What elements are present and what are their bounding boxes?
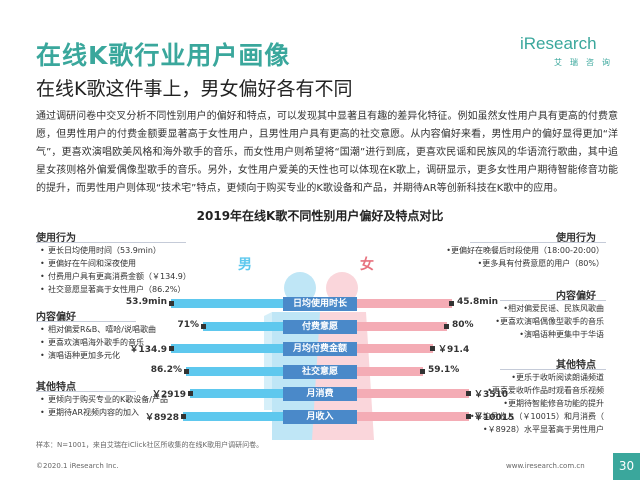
infographic-title: 2019年在线K歌不同性别用户偏好及特点对比 [196, 209, 444, 223]
right-section-divider [470, 242, 606, 243]
iresearch-logo: iResearch 艾瑞咨询 [520, 34, 616, 74]
right-bullet: ￥8928）水平显著高于男性用户 [440, 423, 604, 436]
left-bullet: 更偏好在午间和深夜使用 [40, 257, 191, 270]
left-section-usage-heading: 使用行为 [36, 233, 76, 244]
metric-label: 日均使用时长 [283, 296, 357, 311]
female-bar-end-marker [466, 391, 471, 396]
left-bullet: 更倾向于购买专业的K歌设备/产品 [40, 393, 168, 406]
right-bullet: 更乐于收听阅读朗诵频道 [440, 371, 604, 384]
left-section-content-heading: 内容偏好 [36, 312, 76, 323]
female-metric-value: ￥3510 [474, 390, 509, 400]
female-metric-bar [357, 412, 469, 421]
male-metric-value: ￥8928 [144, 413, 179, 423]
male-metric-bar [171, 299, 283, 308]
right-bullet: 更喜爱收听作品时观看音乐视频 [440, 384, 604, 397]
metric-label: 月收入 [283, 409, 357, 424]
male-bar-end-marker [169, 346, 174, 351]
left-section-divider [36, 242, 186, 243]
right-section-usage-heading: 使用行为 [556, 233, 596, 244]
male-metric-value: 53.9min [125, 297, 167, 307]
female-metric-value: 80% [452, 320, 474, 330]
female-bar-end-marker [444, 324, 449, 329]
left-bullet: 相对偏爱R&B、嘻哈/说唱歌曲 [40, 323, 156, 336]
metric-label: 社交意愿 [283, 364, 357, 379]
page-title: 在线K歌行业用户画像 [36, 41, 291, 70]
page-number: 30 [613, 453, 640, 480]
right-bullet: 更多具有付费意愿的用户（80%） [440, 257, 604, 270]
right-section-other-heading: 其他特点 [556, 360, 596, 371]
logo-sub: 艾瑞咨询 [554, 58, 618, 67]
male-metric-value: ￥2919 [151, 390, 186, 400]
male-bar-end-marker [188, 391, 193, 396]
metric-label: 月均付费金额 [283, 341, 357, 356]
male-bar-end-marker [184, 369, 189, 374]
copyright: ©2020.1 iResearch Inc. [36, 462, 119, 470]
female-metric-bar [357, 344, 433, 353]
female-metric-bar [357, 367, 423, 376]
male-metric-bar [186, 367, 283, 376]
intro-paragraph: 通过调研问卷中交叉分析不同性别用户的偏好和特点，可以发现其中显著且有趣的差异化特… [36, 111, 618, 194]
female-metric-value: ￥10015 [474, 413, 515, 423]
left-bullet: 更期待AR视频内容的加入 [40, 406, 168, 419]
male-bar-end-marker [181, 414, 186, 419]
right-bullet: 更喜欢演唱偶像型歌手的音乐 [440, 315, 604, 328]
male-metric-value: ￥134.9 [129, 345, 167, 355]
left-bullet: 社交意愿显著高于女性用户（86.2%） [40, 283, 191, 296]
right-section-content-heading: 内容偏好 [556, 291, 596, 302]
left-section-divider [36, 391, 136, 392]
male-metric-value: 71% [177, 320, 199, 330]
left-bullet: 付费用户具有更高消费金额（￥134.9） [40, 270, 191, 283]
left-section-divider [36, 321, 136, 322]
female-metric-bar [357, 322, 447, 331]
female-metric-bar [357, 299, 452, 308]
female-metric-bar [357, 389, 469, 398]
sample-note: 样本：N=1001，来自艾瑞在iClick社区所收集的在线K歌用户调研问卷。 [36, 441, 264, 449]
right-bullet: 相对偏爱民谣、民族风歌曲 [440, 302, 604, 315]
right-section-divider [500, 300, 606, 301]
female-metric-value: 45.8min [457, 297, 499, 307]
right-section-divider [500, 369, 606, 370]
male-metric-bar [190, 389, 283, 398]
left-bullet: 更长日均使用时间（53.9min） [40, 244, 191, 257]
left-bullet: 演唱语种更加多元化 [40, 349, 156, 362]
male-metric-bar [203, 322, 283, 331]
logo-brand: iResearch [520, 34, 597, 53]
website-link[interactable]: www.iresearch.com.cn [506, 462, 585, 470]
female-bar-end-marker [466, 414, 471, 419]
male-bar-end-marker [201, 324, 206, 329]
right-bullet: 更期待智能修音功能的提升 [440, 397, 604, 410]
male-metric-value: 86.2% [150, 365, 182, 375]
right-bullet: 演唱语种更集中于华语 [440, 328, 604, 341]
male-label: 男 [238, 257, 252, 273]
page-subtitle: 在线K歌这件事上，男女偏好各有不同 [36, 78, 353, 100]
right-bullet: 更偏好在晚餐后时段使用（18:00-20:00） [440, 244, 604, 257]
female-label: 女 [360, 257, 374, 273]
left-bullet: 更喜欢演唱海外歌手的音乐 [40, 336, 156, 349]
metric-label: 付费意愿 [283, 319, 357, 334]
metric-label: 月消费 [283, 386, 357, 401]
female-metric-value: 59.1% [428, 365, 460, 375]
male-bar-end-marker [169, 301, 174, 306]
female-bar-end-marker [430, 346, 435, 351]
right-bullet: 平均月收入（￥10015）和月消费（ [440, 410, 604, 423]
female-bar-end-marker [449, 301, 454, 306]
female-metric-value: ￥91.4 [438, 345, 470, 355]
male-metric-bar [183, 412, 283, 421]
left-section-other-heading: 其他特点 [36, 382, 76, 393]
female-bar-end-marker [420, 369, 425, 374]
male-metric-bar [171, 344, 283, 353]
